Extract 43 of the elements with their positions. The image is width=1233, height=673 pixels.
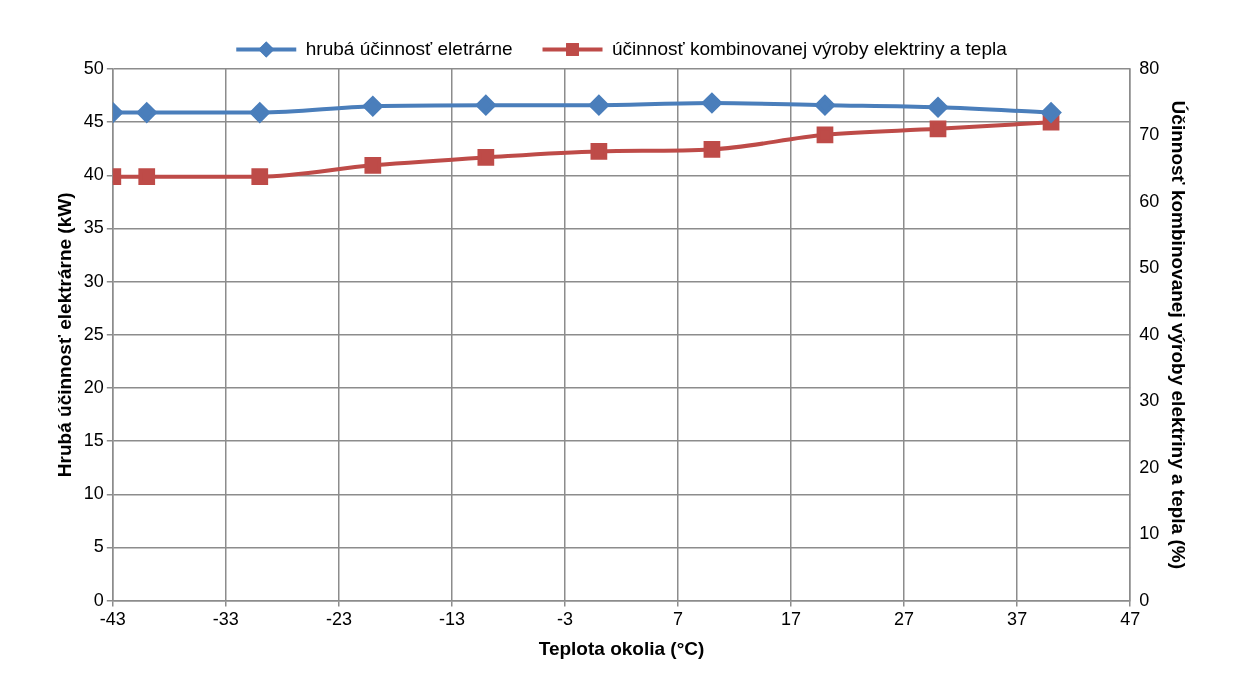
y-tick-label: 15 — [83, 430, 104, 451]
y-tick-label: 25 — [83, 323, 104, 344]
y2-axis-title: Účinnosť kombinovanej výroby elektriny a tepla (%) — [1168, 100, 1190, 569]
y-tick-label: 50 — [83, 57, 104, 78]
y-tick-label: 30 — [83, 270, 104, 291]
point — [251, 168, 269, 186]
y2-tick-label: 10 — [1139, 523, 1160, 544]
y2-tick-label: 80 — [1139, 57, 1160, 78]
point — [816, 126, 834, 144]
y-tick-label: 0 — [93, 589, 104, 610]
point — [138, 168, 156, 186]
legend-label: hrubá účinnosť eletrárne — [305, 37, 513, 59]
y2-tick-label: 40 — [1139, 323, 1160, 344]
y2-tick-label: 50 — [1139, 257, 1160, 278]
x-tick-label: -43 — [99, 609, 126, 630]
x-tick-label: 7 — [673, 609, 684, 630]
point — [703, 141, 721, 158]
x-tick-label: -13 — [438, 609, 465, 630]
y2-tick-label: 20 — [1139, 456, 1160, 477]
y2-tick-label: 30 — [1139, 390, 1160, 411]
x-axis-title: Teplota okolia (°C) — [538, 637, 705, 659]
point — [590, 143, 608, 160]
x-tick-label: 27 — [894, 609, 915, 630]
y-axis-title: Hrubá účinnosť elektrárne (kW) — [53, 192, 75, 478]
point — [929, 120, 947, 138]
y-tick-label: 20 — [83, 376, 104, 397]
x-tick-label: 47 — [1120, 609, 1141, 630]
x-tick-label: -23 — [325, 609, 352, 630]
x-tick-label: 37 — [1007, 609, 1028, 630]
y-tick-label: 45 — [83, 111, 104, 132]
y-tick-label: 5 — [93, 536, 104, 557]
y-tick-label: 10 — [83, 483, 104, 504]
x-tick-label: -33 — [212, 609, 239, 630]
y2-tick-label: 0 — [1139, 589, 1150, 610]
y2-tick-label: 60 — [1139, 190, 1160, 211]
y2-tick-label: 70 — [1139, 124, 1160, 145]
legend-label: účinnosť kombinovanej výroby elektriny a tepla — [612, 37, 1008, 59]
y-tick-label: 35 — [83, 217, 104, 238]
point — [477, 149, 495, 166]
y-tick-label: 40 — [83, 164, 104, 185]
point — [364, 156, 382, 174]
x-tick-label: -3 — [556, 609, 573, 630]
x-tick-label: 17 — [781, 609, 802, 630]
